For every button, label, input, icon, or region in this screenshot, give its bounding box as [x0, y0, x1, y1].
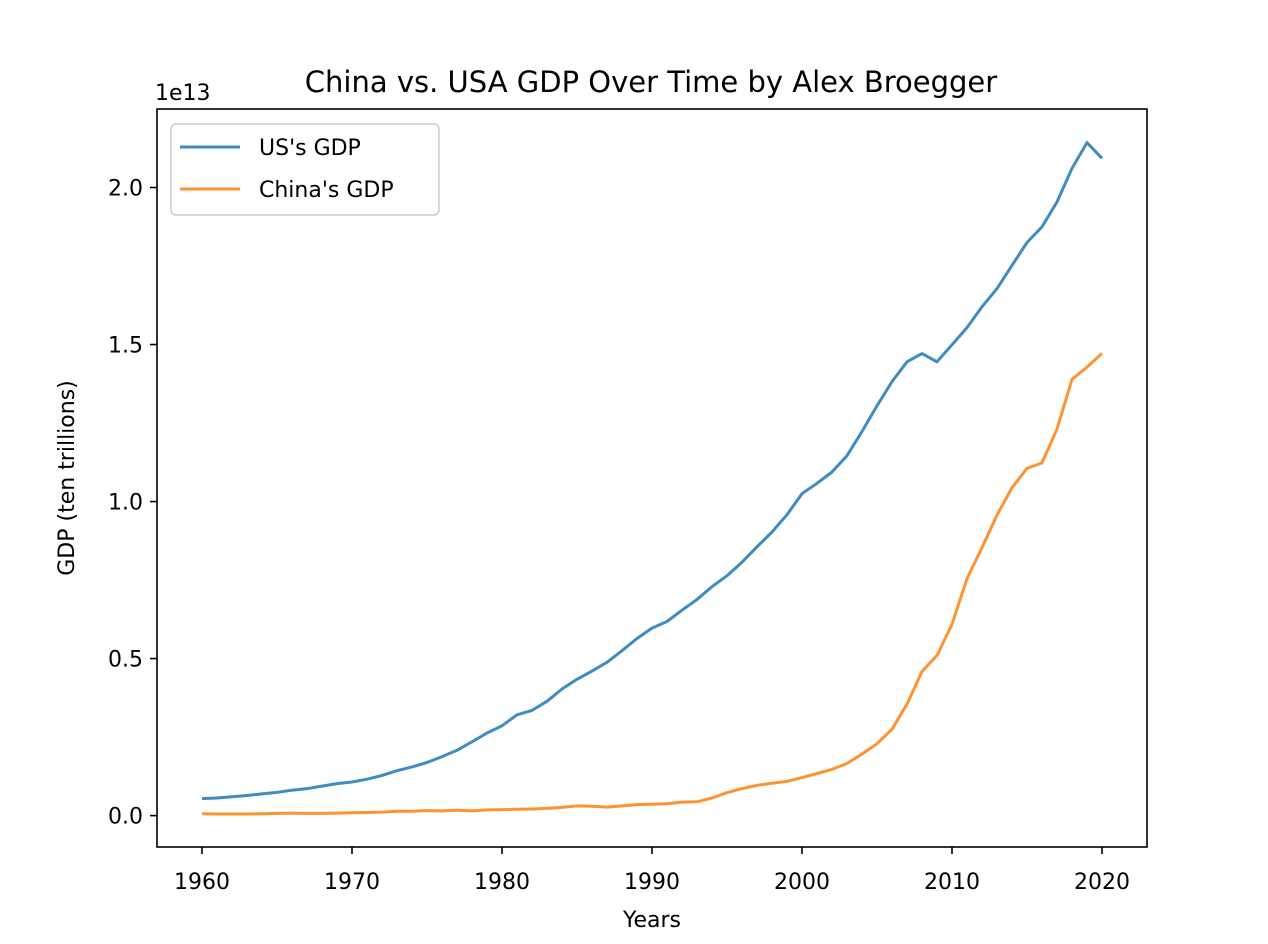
y-tick-label: 1.5 [108, 334, 143, 359]
x-tick-label: 1990 [624, 870, 680, 895]
x-tick-label: 1960 [174, 870, 230, 895]
x-tick-label: 2010 [924, 870, 980, 895]
legend: US's GDP China's GDP [170, 123, 440, 216]
series-line-1 [201, 352, 1104, 816]
y-tick-label: 0.0 [108, 805, 143, 830]
series-line-0 [201, 141, 1104, 801]
legend-label-us: US's GDP [259, 136, 361, 161]
plot-area-frame [156, 108, 1148, 848]
y-tick-label: 0.5 [108, 648, 143, 673]
x-tick-label: 2020 [1074, 870, 1130, 895]
y-tick-label: 1.0 [108, 491, 143, 516]
x-axis-ticks: 1960 1970 1980 1990 2000 2010 2020 [174, 847, 1130, 895]
x-tick-label: 1970 [324, 870, 380, 895]
legend-label-china: China's GDP [259, 178, 394, 203]
y-axis-offset-label: 1e13 [155, 81, 211, 106]
x-tick-label: 2000 [774, 870, 830, 895]
x-tick-label: 1980 [474, 870, 530, 895]
chart-title: China vs. USA GDP Over Time by Alex Broe… [305, 65, 997, 99]
y-tick-label: 2.0 [108, 177, 143, 202]
y-axis-label: GDP (ten trillions) [55, 380, 80, 576]
plot-lines [201, 141, 1104, 816]
x-axis-label: Years [622, 908, 681, 933]
y-axis-ticks: 0.0 0.5 1.0 1.5 2.0 [108, 177, 157, 830]
